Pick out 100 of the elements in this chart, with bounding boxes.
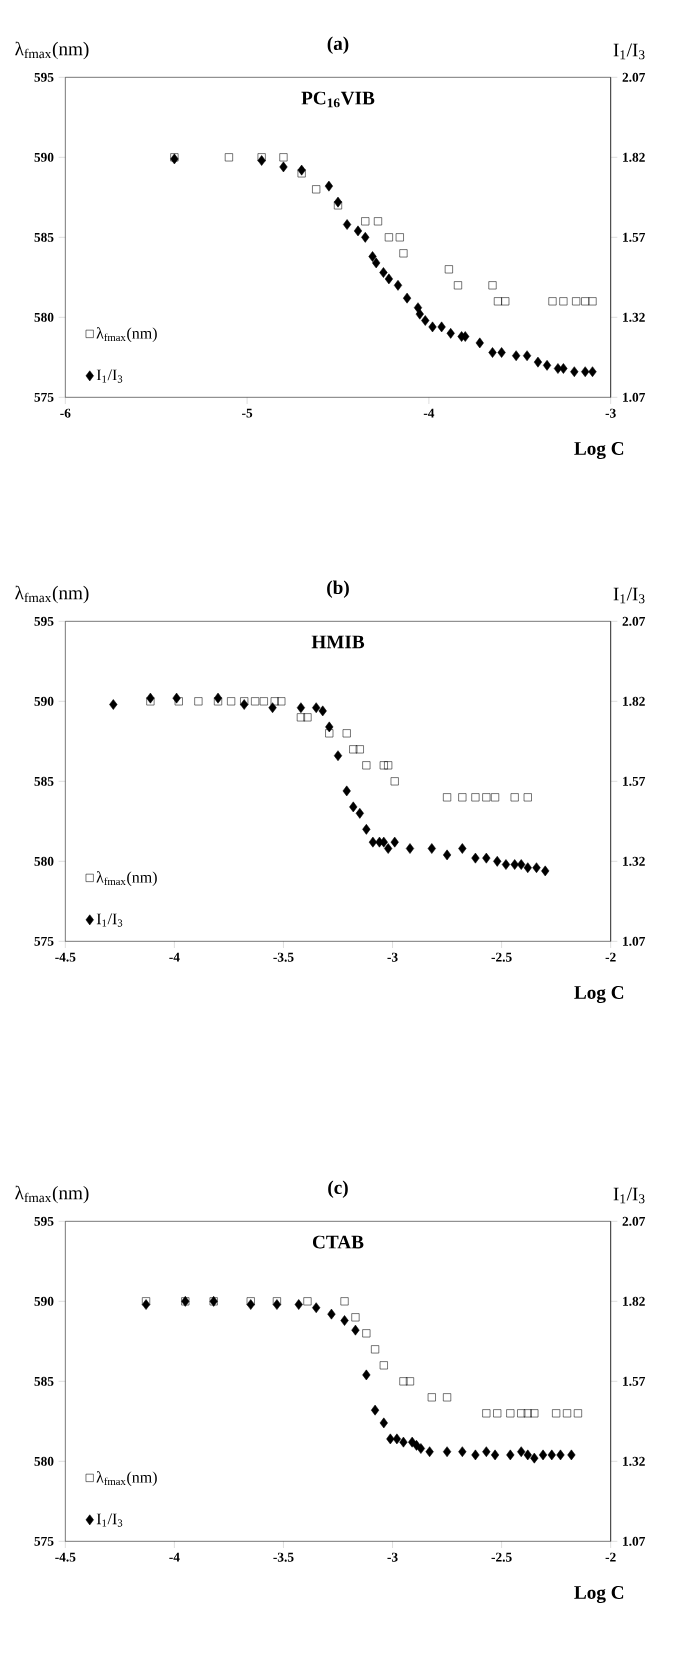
point — [523, 862, 532, 874]
point — [570, 366, 579, 378]
x-axis-title: Log C — [574, 986, 624, 1003]
point — [349, 801, 358, 813]
point — [559, 363, 568, 374]
point — [458, 1446, 467, 1458]
point — [246, 1299, 255, 1310]
y-tick-label: 575 — [34, 1536, 54, 1546]
point — [517, 1409, 526, 1418]
point — [368, 836, 377, 848]
point — [146, 697, 155, 706]
point — [379, 761, 388, 770]
point — [493, 855, 502, 867]
point — [542, 359, 552, 371]
point — [523, 1449, 532, 1461]
point — [373, 217, 382, 226]
point — [443, 793, 452, 802]
point — [443, 849, 452, 861]
point — [372, 257, 381, 269]
point — [415, 308, 424, 320]
point — [268, 702, 277, 714]
point — [303, 713, 312, 722]
y2-tick-label: 2.07 — [622, 616, 646, 626]
point — [395, 233, 404, 242]
y2-tick-label: 2.07 — [622, 1216, 646, 1226]
x-tick-label: -3.5 — [273, 952, 294, 962]
y-axis-title: λ$_{fmax}$(nm) — [15, 41, 89, 60]
legend-label: λ$_{fmax}$(nm) — [96, 327, 157, 342]
x-tick-label: -3.5 — [273, 1552, 294, 1562]
y-tick-label: 595 — [34, 616, 54, 626]
point — [416, 1443, 425, 1454]
point — [567, 1449, 576, 1461]
point — [399, 1436, 408, 1448]
point — [405, 1377, 414, 1386]
point — [512, 350, 521, 362]
point — [581, 366, 590, 378]
text: HMIB — [311, 635, 365, 649]
point — [437, 321, 446, 333]
point — [384, 843, 393, 854]
y2-tick-label: 1.07 — [623, 392, 646, 402]
point — [340, 1315, 349, 1326]
x-tick-label: -4 — [169, 1552, 180, 1562]
point — [172, 692, 181, 704]
point — [379, 1361, 388, 1370]
point — [530, 1409, 539, 1418]
point — [379, 267, 388, 278]
point — [361, 231, 370, 243]
point — [497, 347, 506, 358]
point — [427, 843, 436, 854]
point — [471, 793, 480, 802]
point — [362, 823, 371, 835]
point — [351, 1324, 360, 1336]
point — [548, 297, 557, 306]
point — [355, 807, 364, 819]
point — [277, 697, 286, 706]
point — [384, 273, 393, 285]
point — [501, 859, 511, 870]
x-axis-title: Log C — [574, 442, 624, 459]
point — [458, 793, 467, 802]
point — [371, 1404, 380, 1416]
point — [246, 1297, 255, 1306]
x-tick-label: -3 — [605, 408, 616, 418]
point — [333, 750, 343, 762]
y2-tick-label: 1.82 — [623, 1296, 645, 1306]
point — [251, 697, 260, 706]
point — [517, 859, 526, 870]
point — [490, 1449, 500, 1461]
y-tick-label: 595 — [34, 1216, 54, 1226]
point — [371, 1345, 380, 1354]
point — [296, 702, 305, 714]
point — [475, 337, 484, 349]
x-tick-label: -4 — [169, 952, 180, 962]
point — [530, 1452, 539, 1464]
point — [361, 217, 370, 226]
point — [270, 697, 279, 706]
point — [556, 1449, 565, 1461]
y2-tick-label: 1.57 — [623, 232, 646, 242]
point — [227, 697, 236, 706]
point — [142, 1297, 151, 1306]
point — [482, 793, 491, 802]
y-tick-label: 580 — [34, 856, 54, 866]
point — [318, 705, 327, 717]
point — [403, 292, 412, 304]
point — [312, 702, 321, 714]
point — [538, 1449, 548, 1461]
chart-title: (b) — [327, 580, 349, 598]
point — [303, 1297, 312, 1306]
y2-tick-label: 1.07 — [623, 1536, 646, 1546]
point — [443, 1446, 452, 1458]
point — [453, 281, 462, 290]
point — [240, 697, 249, 706]
point — [342, 729, 351, 738]
point — [224, 153, 233, 162]
y-axis-title: λ$_{fmax}$(nm) — [15, 585, 89, 604]
x-tick-label: -3 — [387, 952, 398, 962]
point — [340, 1297, 349, 1306]
point — [194, 697, 203, 706]
point — [368, 251, 377, 262]
point — [482, 1409, 491, 1418]
y-tick-label: 590 — [34, 1296, 54, 1306]
